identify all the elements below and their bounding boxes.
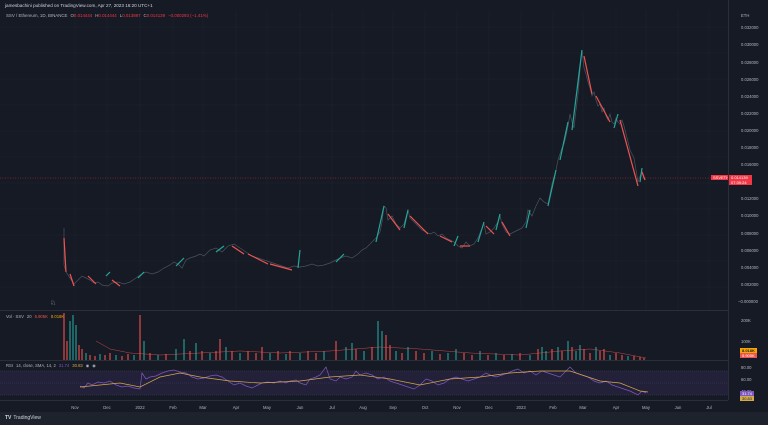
time-tick: May [263, 405, 271, 410]
time-tick: Jul [329, 405, 335, 410]
time-tick: Oct [421, 405, 429, 410]
price-tick: −0.000000 [738, 299, 758, 304]
rsi-chart-svg [0, 366, 728, 396]
rsi-legend[interactable]: RSI 14, close, SMA, 14, 2 31.74 30.83 ◉ … [6, 363, 96, 368]
rsi-pane[interactable]: RSI 14, close, SMA, 14, 2 31.74 30.83 ◉ … [0, 360, 728, 400]
time-tick: Aug [359, 405, 367, 410]
volume-tag: 5.905K [740, 353, 757, 358]
time-tick: Mar [579, 405, 587, 410]
time-tick: May [642, 405, 650, 410]
price-tick: 0.026000 [741, 77, 759, 82]
settings-icon[interactable]: ◉ [92, 363, 96, 368]
time-tick: Mar [199, 405, 207, 410]
high-value: 0.014444 [98, 13, 117, 18]
time-tick: Nov [453, 405, 461, 410]
price-tick: 0.016000 [741, 162, 759, 167]
time-tick: Jul [706, 405, 712, 410]
price-tick: 0.012000 [741, 196, 759, 201]
volume-ma-value: 8.018K [50, 314, 65, 319]
publisher-line: jamesbachini published on TradingView.co… [5, 3, 153, 8]
tradingview-brand: TradingView [13, 415, 41, 421]
price-tick: 0.008000 [741, 231, 759, 236]
rsi-value: 31.74 [58, 363, 70, 368]
volume-legend[interactable]: Vol · SSV 20 5.905K 8.018K [6, 314, 64, 319]
price-axis[interactable]: ETH 0.032000 0.030000 0.028000 0.026000 … [728, 0, 768, 401]
time-tick: 2022 [135, 405, 145, 410]
rsi-tick: 60.00 [741, 377, 752, 382]
time-tick: Sep [389, 405, 397, 410]
volume-pane[interactable]: Vol · SSV 20 5.905K 8.018K [0, 310, 728, 361]
time-tick: 2023 [516, 405, 526, 410]
volume-legend-name: Vol · SSV [6, 314, 24, 319]
volume-legend-length: 20 [26, 314, 32, 319]
time-tick: Feb [169, 405, 177, 410]
volume-legend-value: 5.905K [34, 314, 48, 319]
price-pane[interactable]: SSVETH [0, 10, 732, 310]
time-tick: Jun [296, 405, 304, 410]
tradingview-logo-icon: TV [5, 415, 12, 421]
symbol-name[interactable]: SSV / Ethereum, 1D, BINANCE [6, 13, 68, 18]
price-chart-svg [0, 10, 728, 310]
footer: TV TradingView [0, 412, 768, 425]
volume-tick: 100K [741, 339, 751, 344]
time-tick: Apr [612, 405, 620, 410]
time-tick: Feb [549, 405, 557, 410]
volume-tick: 200K [741, 318, 751, 323]
rsi-tick: 80.00 [741, 365, 752, 370]
eye-icon[interactable]: ◉ [85, 363, 90, 368]
tradingview-logo[interactable]: TV TradingView [5, 415, 41, 421]
time-tick: Jun [674, 405, 682, 410]
price-tick: 0.018000 [741, 145, 759, 150]
price-tick: 0.010000 [741, 213, 759, 218]
close-value: 0.014139 [146, 13, 166, 18]
price-tick: 0.004000 [741, 265, 759, 270]
time-axis[interactable]: Nov Dec 2022 Feb Mar Apr May Jun Jul Aug… [0, 400, 728, 412]
low-value: 0.013897 [122, 13, 141, 18]
price-tick: 0.032000 [741, 25, 759, 30]
axis-unit: ETH [741, 13, 750, 18]
rsi-ma-tag: 30.83 [740, 396, 755, 401]
volume-chart-svg [63, 313, 647, 361]
price-tick: 0.006000 [741, 248, 759, 253]
price-tick: 0.028000 [741, 60, 759, 65]
ideas-marker-icon[interactable]: ♘ [50, 300, 57, 307]
rsi-ma-value: 30.83 [72, 363, 83, 368]
bar-countdown: 07:39:24 [731, 180, 747, 185]
symbol-legend[interactable]: SSV / Ethereum, 1D, BINANCE O0.014444 H0… [6, 13, 209, 18]
open-value: 0.014444 [73, 13, 93, 18]
symbol-price-tag: SSVETH [711, 175, 732, 180]
time-tick: Dec [103, 405, 111, 410]
rsi-legend-params: 14, close, SMA, 14, 2 [15, 363, 56, 368]
rsi-tag: 31.74 [740, 391, 755, 396]
price-tick: 0.024000 [741, 94, 759, 99]
price-tick: 0.022000 [741, 111, 759, 116]
price-tick: 0.020000 [741, 128, 759, 133]
price-tick: 0.030000 [741, 42, 759, 47]
time-tick: Dec [485, 405, 493, 410]
time-tick: Apr [232, 405, 240, 410]
current-price-tag: 0.014139 07:39:24 [729, 175, 752, 185]
time-tick: Nov [71, 405, 79, 410]
price-tick: 0.002000 [741, 282, 759, 287]
change-value: −0.000293 (−1.41%) [168, 13, 209, 18]
volume-ma-tag: 8.018K [740, 348, 757, 353]
rsi-legend-name: RSI [6, 363, 13, 368]
